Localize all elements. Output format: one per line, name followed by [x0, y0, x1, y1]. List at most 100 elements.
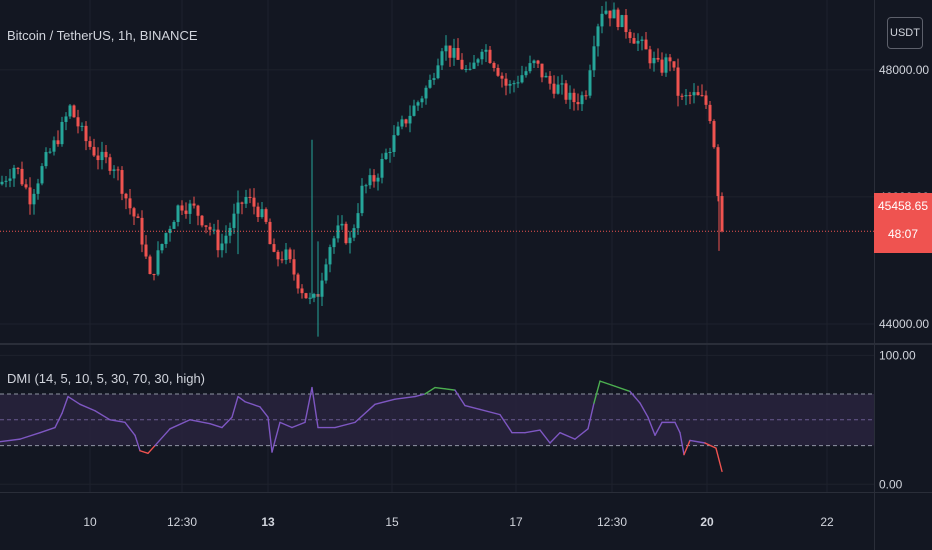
candle-body	[460, 59, 464, 70]
candle-body	[84, 125, 88, 142]
candle-body	[660, 59, 664, 73]
dmi-line-segment	[549, 431, 561, 444]
candle-body	[172, 221, 176, 229]
candle-body	[148, 256, 152, 275]
candle-body	[208, 226, 212, 230]
candle-body	[716, 147, 720, 197]
candle-body	[568, 92, 572, 100]
candle-body	[336, 225, 340, 239]
candle-body	[72, 105, 76, 118]
candle-body	[480, 51, 484, 60]
dmi-line-segment	[61, 395, 69, 415]
last-price-value: 45458.65	[877, 199, 929, 213]
candle-body	[64, 116, 68, 122]
dmi-line-segment	[424, 386, 436, 395]
dmi-axis[interactable]: 100.00 0.00	[879, 348, 916, 491]
candle-body	[392, 135, 396, 153]
dmi-band	[0, 393, 874, 447]
dmi-line-segment	[524, 429, 541, 434]
time-tick-label: 22	[820, 515, 834, 529]
dmi-line-segment	[574, 428, 589, 440]
candle-body	[532, 60, 536, 64]
candle-body	[628, 32, 632, 39]
candle-body	[696, 92, 700, 96]
last-price-tag: 45458.65 48:07	[874, 193, 932, 253]
candle-body	[676, 67, 680, 96]
candle-body	[68, 105, 72, 117]
candle-body	[484, 49, 488, 52]
time-axis[interactable]: 10 12:30 13 15 17 12:30 20 22	[83, 515, 834, 529]
dmi-line-segment	[499, 413, 513, 434]
candle-body	[656, 57, 660, 60]
candle-body	[360, 185, 364, 214]
candle-body	[700, 95, 704, 97]
candle-body	[580, 95, 584, 105]
dmi-line-segment	[134, 434, 141, 452]
dmi-line-segment	[279, 421, 293, 429]
candle-body	[436, 65, 440, 79]
candle-body	[204, 225, 208, 227]
dmi-tick-label: 0.00	[879, 477, 903, 491]
dmi-line	[0, 380, 723, 473]
candle-body	[260, 209, 264, 218]
candle-body	[668, 57, 672, 62]
candle-body	[536, 60, 540, 64]
candle-body	[60, 121, 64, 145]
candle-body	[164, 233, 168, 245]
price-candles	[0, 1, 724, 337]
candle-body	[80, 125, 84, 127]
candle-body	[588, 70, 592, 96]
candle-body	[4, 180, 8, 182]
candle-body	[396, 126, 400, 136]
dmi-line-segment	[593, 380, 601, 404]
candle-body	[352, 228, 356, 238]
symbol-title[interactable]: Bitcoin / TetherUS, 1h, BINANCE	[7, 28, 198, 43]
dmi-line-segment	[0, 438, 21, 443]
candle-body	[276, 251, 280, 260]
candle-body	[112, 169, 116, 171]
candle-body	[248, 196, 252, 198]
candle-body	[12, 167, 16, 179]
currency-button[interactable]: USDT	[887, 17, 923, 49]
candle-body	[564, 83, 568, 100]
candle-body	[280, 259, 284, 261]
candle-body	[168, 228, 172, 234]
candle-body	[404, 119, 408, 124]
candle-body	[604, 10, 608, 14]
dmi-line-segment	[599, 380, 616, 387]
dmi-line-segment	[139, 450, 149, 455]
dmi-line-segment	[189, 419, 211, 425]
candle-body	[16, 167, 20, 169]
candle-body	[452, 48, 456, 58]
time-tick-label: 15	[385, 515, 399, 529]
candle-body	[688, 95, 692, 97]
candle-body	[220, 243, 224, 251]
dmi-line-segment	[259, 406, 269, 418]
dmi-line-segment	[304, 386, 313, 424]
candle-body	[40, 166, 44, 184]
candle-body	[476, 59, 480, 63]
dmi-line-segment	[683, 439, 691, 456]
dmi-indicator-label[interactable]: DMI (14, 5, 10, 5, 30, 70, 30, high)	[7, 371, 206, 386]
dmi-line-segment	[394, 395, 416, 400]
candle-body	[32, 193, 36, 205]
dmi-line-segment	[109, 419, 126, 424]
candle-body	[244, 196, 248, 204]
candle-body	[512, 83, 516, 85]
candle-body	[380, 159, 384, 178]
dmi-line-segment	[67, 395, 81, 406]
candle-body	[652, 57, 656, 64]
candle-body	[632, 38, 636, 44]
candle-body	[156, 250, 160, 275]
candle-body	[212, 229, 216, 231]
candle-body	[88, 141, 92, 147]
candle-body	[144, 244, 148, 257]
dmi-line-segment	[209, 422, 223, 429]
candle-body	[100, 151, 104, 161]
candle-body	[188, 203, 192, 214]
dmi-line-segment	[679, 431, 685, 456]
dmi-line-segment	[704, 442, 717, 449]
dmi-line-segment	[374, 398, 396, 406]
